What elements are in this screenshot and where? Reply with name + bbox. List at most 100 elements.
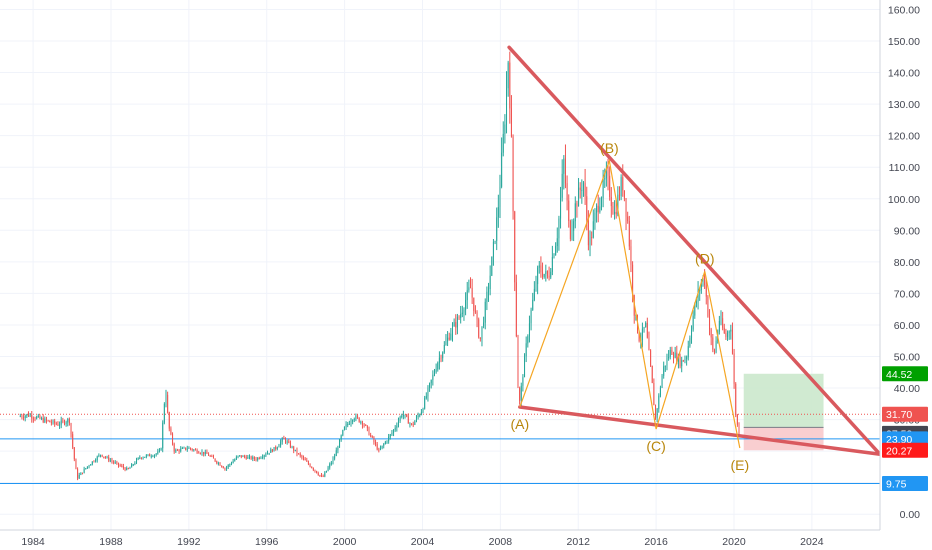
candle-body (682, 360, 684, 362)
candle-body (396, 425, 398, 428)
trendline (507, 45, 882, 457)
price-badge (882, 475, 928, 491)
candle-body (267, 452, 268, 455)
candle-body (648, 337, 650, 351)
candle-body (124, 467, 126, 471)
candle-body (237, 455, 239, 458)
grid (0, 0, 880, 530)
candle-body (163, 403, 165, 423)
candle-body (329, 464, 331, 468)
candle-body (337, 447, 339, 451)
candle-body (90, 464, 92, 466)
candle-body (384, 441, 386, 445)
candle-body (183, 447, 185, 449)
price-axis[interactable] (880, 0, 932, 550)
candle-body (702, 276, 704, 284)
candle-body (137, 457, 139, 460)
candle-body (42, 418, 44, 423)
candle-body (560, 197, 562, 219)
candle-body (286, 441, 288, 443)
candle-body (435, 369, 437, 373)
candle-body (700, 283, 702, 291)
candle-body (589, 237, 591, 246)
candle-body (501, 152, 503, 187)
candle-body (194, 449, 196, 451)
candle-body (651, 365, 653, 383)
candle-body (368, 428, 370, 436)
candle-body (641, 328, 643, 340)
candle-body (366, 425, 368, 429)
candle-body (208, 453, 210, 456)
candle-body (37, 415, 39, 417)
candle-body (131, 464, 133, 468)
candle-body (456, 317, 458, 328)
candle-body (301, 455, 303, 458)
candle-body (466, 290, 468, 301)
candle-body (725, 333, 727, 337)
trendlines[interactable] (507, 45, 882, 457)
candle-body (394, 427, 396, 430)
candle-body (276, 447, 278, 449)
candle-body (592, 221, 594, 238)
candle-body (59, 424, 61, 426)
candle-body (661, 375, 663, 388)
candle-body (417, 415, 419, 418)
candle-body (186, 448, 188, 450)
candle-body (663, 366, 665, 376)
candle-body (723, 327, 725, 334)
candle-body (542, 272, 544, 277)
candle-body (113, 461, 115, 463)
candle-body (363, 424, 365, 426)
candle-body (427, 387, 429, 397)
candle-body (535, 284, 537, 289)
candle-body (255, 458, 257, 460)
candle-body (201, 451, 203, 454)
candle-body (558, 218, 560, 239)
horizontal-lines[interactable] (0, 413, 880, 484)
candle-body (293, 446, 295, 451)
candle-body (617, 194, 619, 215)
candle-body (578, 187, 580, 207)
x-tick-label: 2004 (411, 536, 435, 548)
candle-body (705, 285, 707, 297)
candle-body (239, 455, 241, 457)
candle-body (314, 469, 316, 471)
candle-body (376, 444, 378, 450)
candle-body (34, 418, 36, 420)
candle-body (499, 186, 501, 207)
candle-body (415, 417, 417, 422)
candle-body (627, 216, 629, 222)
candle-body (126, 468, 128, 471)
candle-body (528, 323, 530, 337)
wave-pattern[interactable] (519, 158, 741, 449)
candle-body (676, 352, 678, 362)
candle-body (72, 434, 74, 448)
candle-body (645, 322, 647, 328)
candle-body (445, 341, 447, 345)
candle-body (104, 456, 106, 458)
candle-body (582, 182, 584, 190)
candle-body (173, 443, 175, 452)
candle-body (718, 320, 720, 332)
candle-body (378, 449, 380, 451)
candle-body (571, 230, 573, 239)
candle-body (285, 438, 287, 443)
candle-body (573, 221, 575, 231)
candle-body (450, 333, 452, 340)
y-tick-label: 110.00 (889, 162, 920, 174)
candle-body (343, 426, 345, 431)
candle-body (319, 475, 321, 477)
candle-body (720, 318, 722, 321)
candle-body (342, 430, 344, 436)
candle-body (447, 337, 449, 342)
candle-body (136, 459, 138, 464)
candle-body (224, 468, 226, 470)
candle-body (155, 453, 157, 455)
candle-body (399, 416, 401, 421)
candle-body (67, 418, 69, 423)
candle-body (527, 336, 529, 344)
candle-body (139, 457, 141, 459)
candle-body (111, 460, 113, 462)
candle-body (510, 108, 512, 137)
